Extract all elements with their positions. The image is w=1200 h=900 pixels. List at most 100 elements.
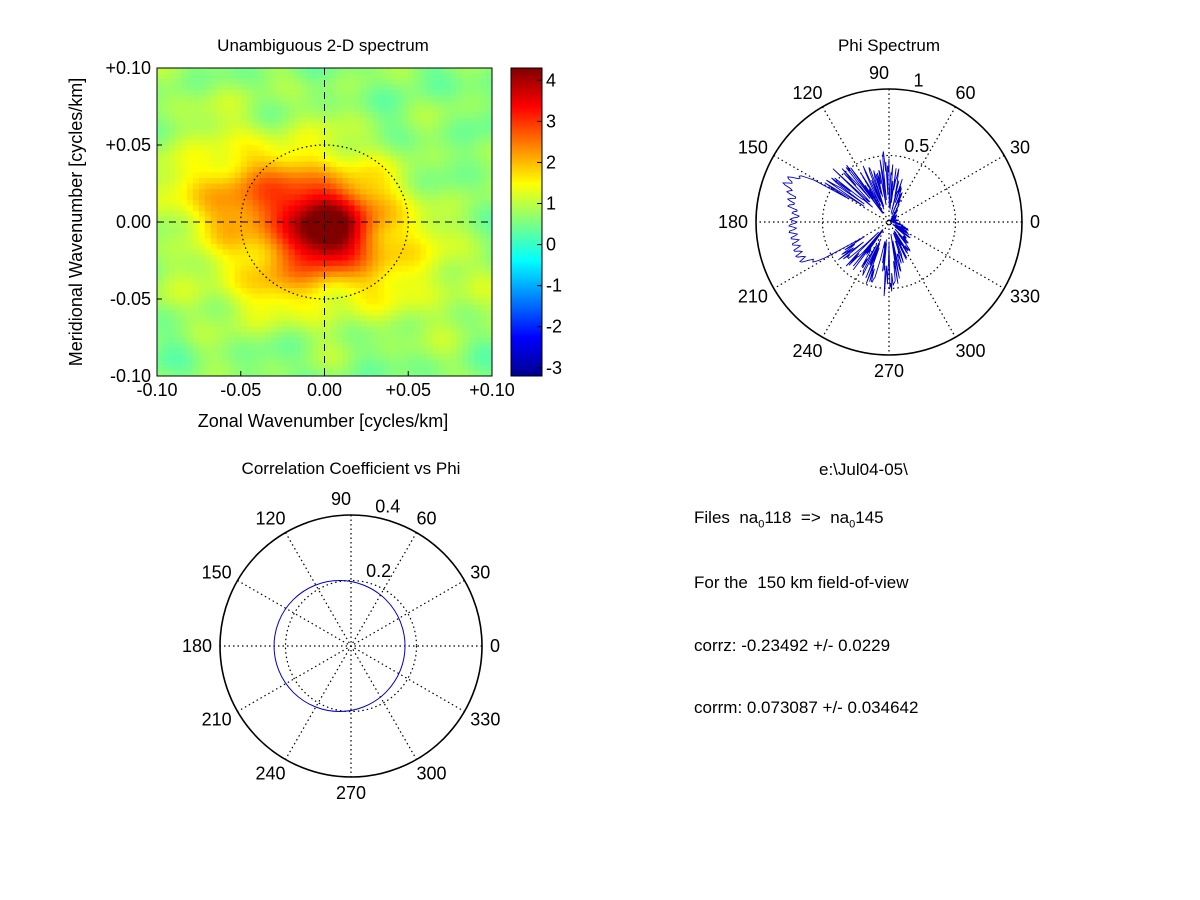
- heatmap-cell: [324, 359, 332, 366]
- heatmap-cell: [246, 359, 254, 366]
- heatmap-cell: [336, 255, 344, 262]
- heatmap-cell: [462, 293, 469, 300]
- heatmap-cell: [258, 194, 266, 201]
- heatmap-cell: [246, 101, 254, 108]
- heatmap-cell: [306, 134, 314, 141]
- heatmap-cell: [360, 293, 367, 300]
- heatmap-cell: [276, 156, 284, 163]
- heatmap-cell: [438, 266, 445, 273]
- heatmap-cell: [252, 354, 260, 361]
- heatmap-cell: [222, 359, 230, 366]
- heatmap-cell: [324, 216, 332, 223]
- heatmap-cell: [222, 365, 230, 372]
- heatmap-cell: [216, 282, 224, 289]
- heatmap-cell: [264, 211, 272, 218]
- heatmap-cell: [240, 370, 248, 376]
- heatmap-cell: [390, 227, 397, 234]
- heatmap-cell: [396, 128, 403, 135]
- heatmap-cell: [384, 123, 391, 130]
- heatmap-cell: [324, 73, 332, 80]
- heatmap-cell: [306, 90, 314, 97]
- colorbar-tick-label: 3: [546, 111, 556, 131]
- heatmap-cell: [312, 106, 320, 113]
- heatmap-cell: [396, 156, 403, 163]
- heatmap-cell: [426, 112, 433, 119]
- heatmap-cell: [264, 244, 272, 251]
- heatmap-cell: [180, 200, 188, 207]
- heatmap-cell: [336, 112, 344, 119]
- heatmap-cell: [438, 145, 445, 152]
- heatmap-cell: [222, 277, 230, 284]
- heatmap-cell: [306, 348, 314, 355]
- heatmap-cell: [486, 359, 492, 366]
- heatmap-cell: [324, 123, 332, 130]
- heatmap-cell: [252, 282, 260, 289]
- heatmap-cell: [468, 233, 475, 240]
- heatmap-cell: [396, 222, 403, 229]
- heatmap-cell: [192, 145, 200, 152]
- heatmap-cell: [270, 293, 278, 300]
- heatmap-cell: [486, 271, 492, 278]
- heatmap-cell: [354, 79, 361, 86]
- heatmap-cell: [462, 370, 469, 376]
- heatmap-cell: [468, 79, 475, 86]
- heatmap-cell: [228, 106, 236, 113]
- heatmap-cell: [168, 150, 176, 157]
- heatmap-cell: [432, 233, 439, 240]
- heatmap-cell: [198, 205, 206, 212]
- heatmap-cell: [192, 79, 200, 86]
- heatmap-cell: [192, 282, 200, 289]
- heatmap-cell: [354, 233, 361, 240]
- heatmap-cell: [348, 332, 356, 339]
- heatmap-cell: [204, 288, 212, 295]
- heatmap-cell: [186, 101, 194, 108]
- heatmap-cell: [378, 255, 385, 262]
- heatmap-cell: [462, 288, 469, 295]
- heatmap-cell: [444, 260, 451, 267]
- heatmap-cell: [390, 183, 397, 190]
- heatmap-cell: [324, 244, 332, 251]
- heatmap-cell: [432, 282, 439, 289]
- heatmap-cell: [402, 227, 409, 234]
- heatmap-cell: [162, 205, 170, 212]
- heatmap-cell: [240, 194, 248, 201]
- heatmap-cell: [270, 304, 278, 311]
- heatmap-cell: [222, 84, 230, 91]
- heatmap-cell: [354, 271, 361, 278]
- heatmap-cell: [444, 68, 451, 75]
- heatmap-cell: [384, 183, 391, 190]
- heatmap-cell: [204, 90, 212, 97]
- heatmap-cell: [432, 337, 439, 344]
- heatmap-cell: [330, 222, 338, 229]
- heatmap-cell: [330, 293, 338, 300]
- heatmap-cell: [180, 332, 188, 339]
- heatmap-cell: [180, 315, 188, 322]
- heatmap-cell: [486, 370, 492, 376]
- heatmap-cell: [198, 354, 206, 361]
- heatmap-cell: [462, 95, 469, 102]
- heatmap-cell: [408, 310, 415, 317]
- heatmap-cell: [456, 277, 463, 284]
- heatmap-cell: [282, 161, 290, 168]
- heatmap-cell: [324, 282, 332, 289]
- heatmap-cell: [312, 216, 320, 223]
- heatmap-cell: [432, 244, 439, 251]
- heatmap-cell: [426, 68, 433, 75]
- heatmap-cell: [198, 249, 206, 256]
- heatmap-cell: [168, 277, 176, 284]
- heatmap-cell: [180, 90, 188, 97]
- heatmap-cell: [300, 310, 308, 317]
- heatmap-cell: [240, 249, 248, 256]
- heatmap-cell: [474, 277, 481, 284]
- heatmap-cell: [198, 359, 206, 366]
- heatmap-cell: [372, 299, 379, 306]
- heatmap-cell: [168, 194, 176, 201]
- heatmap-cell: [186, 79, 194, 86]
- heatmap-cell: [288, 370, 296, 376]
- heatmap-cell: [276, 370, 284, 376]
- heatmap-cell: [228, 200, 236, 207]
- heatmap-cell: [480, 145, 487, 152]
- heatmap-cell: [444, 216, 451, 223]
- heatmap-cell: [438, 293, 445, 300]
- heatmap-cell: [180, 277, 188, 284]
